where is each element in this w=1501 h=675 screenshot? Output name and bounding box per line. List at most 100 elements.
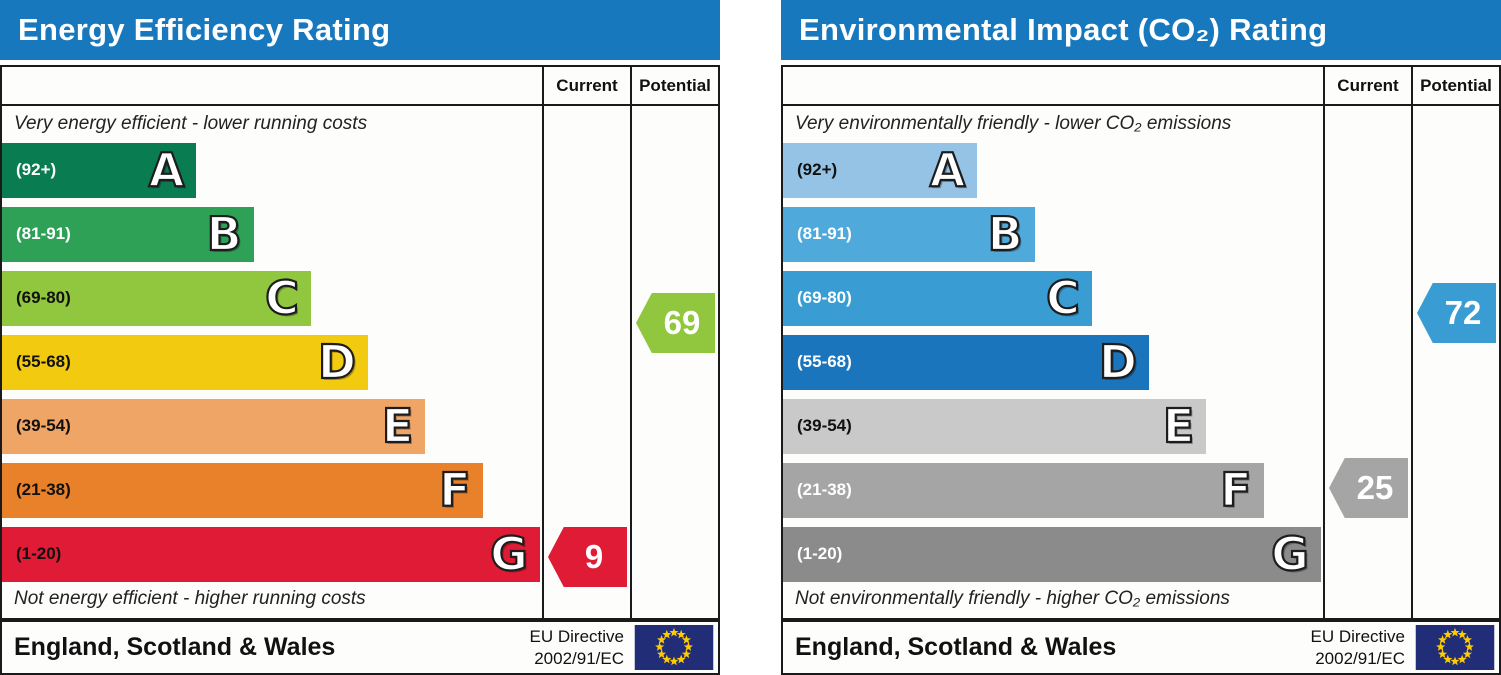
band-bar-c: (69-80) C xyxy=(2,270,311,326)
caption-top: Very energy efficient - lower running co… xyxy=(14,113,368,134)
environmental-impact-chart: Environmental Impact (CO₂) Rating Curren… xyxy=(781,0,1501,675)
table-header-row: Current Potential xyxy=(2,67,718,106)
chart-title: Environmental Impact (CO₂) Rating xyxy=(799,12,1328,47)
region-label: England, Scotland & Wales xyxy=(14,633,336,661)
band-letter: E xyxy=(1162,399,1196,453)
band-row: (81-91) B xyxy=(783,202,1323,266)
eu-flag-icon xyxy=(634,625,714,670)
chart-title-bar: Environmental Impact (CO₂) Rating xyxy=(781,0,1501,60)
band-range-label: (92+) xyxy=(16,160,57,179)
eu-directive-label: EU Directive 2002/91/EC xyxy=(1311,626,1405,669)
band-bar-f: (21-38) F xyxy=(783,462,1264,518)
band-bar-c: (69-80) C xyxy=(783,270,1092,326)
band-row: (92+) A xyxy=(2,138,542,202)
band-range-label: (39-54) xyxy=(797,416,852,435)
band-bar-b: (81-91) B xyxy=(783,206,1035,262)
current-value: 25 xyxy=(1356,469,1394,506)
band-bar-d: (55-68) D xyxy=(2,334,369,390)
eu-directive-label: EU Directive 2002/91/EC xyxy=(530,626,624,669)
footer: England, Scotland & Wales EU Directive 2… xyxy=(781,620,1501,675)
potential-arrow: 72 xyxy=(1417,283,1496,343)
header-spacer xyxy=(2,67,542,104)
band-row: (69-80) C xyxy=(2,266,542,330)
band-letter: F xyxy=(1219,463,1253,517)
potential-arrow: 69 xyxy=(636,293,715,353)
band-range-label: (55-68) xyxy=(797,352,852,371)
table-body: Very environmentally friendly - lower CO… xyxy=(783,106,1499,618)
potential-value: 72 xyxy=(1444,294,1482,331)
band-bar-a: (92+) A xyxy=(2,142,197,198)
footer: England, Scotland & Wales EU Directive 2… xyxy=(0,620,720,675)
band-bar-g: (1-20) G xyxy=(783,526,1321,582)
band-bar-b: (81-91) B xyxy=(2,206,254,262)
band-letter: A xyxy=(929,143,967,197)
band-row: (1-20) G xyxy=(783,522,1323,586)
band-letter: D xyxy=(1098,335,1138,389)
band-range-label: (81-91) xyxy=(16,224,71,243)
band-range-label: (39-54) xyxy=(16,416,71,435)
band-row: (81-91) B xyxy=(2,202,542,266)
band-row: (92+) A xyxy=(783,138,1323,202)
table-header-row: Current Potential xyxy=(783,67,1499,106)
eu-directive-line2: 2002/91/EC xyxy=(534,648,624,668)
band-range-label: (55-68) xyxy=(16,352,71,371)
current-arrow: 25 xyxy=(1329,458,1408,518)
band-range-label: (21-38) xyxy=(16,480,71,499)
chart-title-bar: Energy Efficiency Rating xyxy=(0,0,720,60)
energy-efficiency-chart: Energy Efficiency Rating Current Potenti… xyxy=(0,0,720,675)
eu-flag-icon xyxy=(1415,625,1495,670)
band-letter: G xyxy=(489,527,529,581)
region-label: England, Scotland & Wales xyxy=(795,633,1117,661)
band-range-label: (92+) xyxy=(797,160,838,179)
band-letter: G xyxy=(1270,527,1310,581)
table-body: Very energy efficient - lower running co… xyxy=(2,106,718,618)
header-spacer xyxy=(783,67,1323,104)
column-header-potential: Potential xyxy=(1411,67,1499,104)
band-row: (55-68) D xyxy=(2,330,542,394)
band-letter: B xyxy=(205,207,242,261)
eu-directive-line1: EU Directive xyxy=(1310,627,1405,647)
band-range-label: (1-20) xyxy=(16,544,62,563)
band-row: (21-38) F xyxy=(2,458,542,522)
band-letter: A xyxy=(148,143,186,197)
column-header-current: Current xyxy=(542,67,630,104)
column-header-current: Current xyxy=(1323,67,1411,104)
caption-top: Very environmentally friendly - lower CO… xyxy=(795,113,1232,134)
band-row: (1-20) G xyxy=(2,522,542,586)
band-letter: F xyxy=(438,463,472,517)
potential-column: 69 xyxy=(630,106,718,618)
band-letter: C xyxy=(1045,271,1081,325)
band-bar-a: (92+) A xyxy=(783,142,978,198)
band-bar-f: (21-38) F xyxy=(2,462,483,518)
band-range-label: (69-80) xyxy=(797,288,852,307)
chart-title: Energy Efficiency Rating xyxy=(18,12,391,47)
current-column: 9 xyxy=(542,106,630,618)
band-range-label: (1-20) xyxy=(797,544,843,563)
band-bar-e: (39-54) E xyxy=(2,398,426,454)
current-arrow: 9 xyxy=(548,527,627,587)
potential-value: 69 xyxy=(663,304,701,341)
band-row: (69-80) C xyxy=(783,266,1323,330)
column-header-potential: Potential xyxy=(630,67,718,104)
band-letter: C xyxy=(264,271,300,325)
band-letter: B xyxy=(986,207,1023,261)
rating-table: Current Potential Very environmentally f… xyxy=(781,65,1501,620)
band-letter: E xyxy=(381,399,415,453)
rating-table: Current Potential Very energy efficient … xyxy=(0,65,720,620)
band-row: (39-54) E xyxy=(783,394,1323,458)
band-bar-d: (55-68) D xyxy=(783,334,1150,390)
band-row: (39-54) E xyxy=(2,394,542,458)
eu-directive-line1: EU Directive xyxy=(529,627,624,647)
band-bar-e: (39-54) E xyxy=(783,398,1207,454)
band-letter: D xyxy=(317,335,357,389)
caption-bottom: Not environmentally friendly - higher CO… xyxy=(795,588,1230,609)
band-row: (21-38) F xyxy=(783,458,1323,522)
band-range-label: (69-80) xyxy=(16,288,71,307)
potential-column: 72 xyxy=(1411,106,1499,618)
caption-bottom: Not energy efficient - higher running co… xyxy=(14,588,366,609)
bands-column: Very environmentally friendly - lower CO… xyxy=(783,106,1323,618)
band-bar-g: (1-20) G xyxy=(2,526,540,582)
band-range-label: (21-38) xyxy=(797,480,852,499)
current-column: 25 xyxy=(1323,106,1411,618)
